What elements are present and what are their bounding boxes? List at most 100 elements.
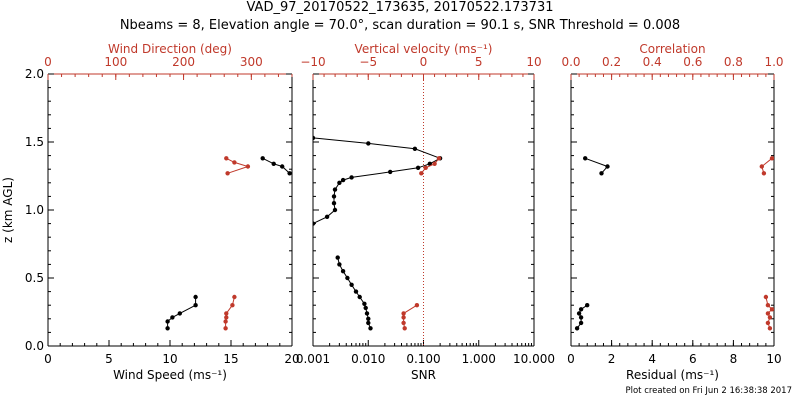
- series-top-point: [224, 311, 229, 316]
- series-bottom-point: [578, 320, 584, 326]
- series-bottom-point: [585, 303, 590, 308]
- top-tick-label: 5: [475, 55, 483, 69]
- series-bottom-point: [599, 171, 604, 176]
- series-bottom-line: [585, 157, 609, 174]
- data-group: [165, 156, 292, 331]
- series-bottom-point: [335, 255, 340, 260]
- top-tick-label: 0.8: [724, 55, 743, 69]
- series-bottom-point: [331, 194, 337, 199]
- series-top-point: [401, 315, 406, 320]
- series-bottom-point: [364, 311, 370, 316]
- residual-correlation-panel: 0 2 4 6 8 10 Residual (ms⁻¹) 0.0 0.2 0.4 0.6 0.8 1.0…: [561, 42, 783, 382]
- y-tick-label: 0.5: [25, 271, 44, 285]
- series-top-point: [769, 156, 774, 161]
- series-bottom-line: [337, 257, 371, 329]
- series-bottom-point: [340, 177, 346, 183]
- series-bottom-point: [366, 320, 371, 326]
- series-bottom-point: [193, 303, 198, 308]
- series-top-line: [420, 157, 440, 174]
- top-tick-label: −5: [359, 55, 377, 69]
- data-group: [313, 135, 443, 331]
- series-top-point: [402, 326, 407, 331]
- series-top-line: [226, 157, 250, 174]
- x-axis-label: Wind Speed (ms⁻¹): [113, 368, 227, 382]
- series-top-point: [765, 311, 771, 316]
- series-top-point: [761, 171, 767, 176]
- top-tick-label: 1.0: [764, 55, 783, 69]
- x-tick-label: 0.010: [351, 352, 385, 366]
- series-bottom-point: [340, 269, 346, 274]
- data-group: [574, 156, 774, 331]
- series-top-point: [230, 303, 235, 308]
- series-bottom-point: [578, 307, 584, 312]
- top-tick-label: 0: [420, 55, 428, 69]
- x-tick-label: 4: [648, 352, 656, 366]
- top-tick-label: 0.0: [561, 55, 580, 69]
- series-bottom-point: [415, 165, 421, 170]
- series-top-point: [224, 315, 229, 320]
- series-top-point: [759, 164, 764, 169]
- series-top-point: [414, 303, 420, 308]
- x-tick-label: 5: [105, 352, 113, 366]
- series-bottom-point: [170, 315, 175, 320]
- series-top-point: [767, 315, 773, 320]
- series-bottom-point: [331, 201, 337, 206]
- x-tick-label: 10: [766, 352, 781, 366]
- series-top-point: [767, 326, 773, 331]
- series-bottom-point: [287, 171, 292, 176]
- series-bottom-point: [349, 282, 354, 287]
- series-bottom-point: [366, 316, 371, 321]
- top-tick-label: 200: [172, 55, 195, 69]
- series-bottom-point: [337, 180, 342, 185]
- x-axis-label: Residual (ms⁻¹): [626, 368, 719, 382]
- series-top-point: [232, 294, 237, 300]
- series-bottom-point: [313, 135, 316, 141]
- series-top-point: [232, 160, 237, 165]
- top-tick-label: 100: [104, 55, 127, 69]
- x-tick-label: 0.100: [406, 352, 440, 366]
- series-bottom-point: [165, 319, 170, 324]
- y-axis-label: z (km AGL): [1, 177, 15, 243]
- series-top-point: [765, 303, 771, 308]
- top-tick-label: 300: [240, 55, 263, 69]
- chart-subtitle: Nbeams = 8, Elevation angle = 70.0°, sca…: [119, 18, 681, 33]
- x-tick-label: 0: [44, 352, 52, 366]
- series-bottom-point: [583, 156, 588, 161]
- series-bottom-point: [193, 294, 198, 300]
- x-tick-label: 1.000: [462, 352, 496, 366]
- series-bottom-point: [260, 156, 265, 161]
- series-bottom-point: [427, 161, 432, 166]
- top-tick-label: 10: [526, 55, 541, 69]
- series-bottom-point: [349, 175, 354, 180]
- series-bottom-point: [357, 294, 362, 300]
- series-bottom-point: [574, 326, 580, 331]
- series-top-point: [245, 164, 251, 169]
- series-bottom-point: [362, 301, 367, 306]
- series-bottom-line: [262, 157, 290, 174]
- series-bottom-point: [313, 221, 316, 226]
- plot-credit: Plot created on Fri Jun 2 16:38:38 2017: [625, 386, 792, 396]
- series-bottom-point: [368, 326, 373, 331]
- series-top-point: [419, 171, 424, 176]
- top-axis-label: Correlation: [639, 42, 705, 56]
- series-top-point: [769, 307, 774, 312]
- series-bottom-point: [177, 311, 182, 316]
- series-bottom-point: [332, 187, 338, 192]
- series-bottom-point: [332, 207, 338, 213]
- series-bottom-point: [363, 305, 368, 311]
- top-axis-label: Wind Direction (deg): [108, 42, 232, 56]
- series-top-point: [224, 156, 229, 161]
- x-tick-label: 10: [162, 352, 177, 366]
- series-bottom-point: [324, 214, 330, 219]
- series-top-point: [401, 311, 406, 316]
- series-top-point: [432, 161, 437, 166]
- series-bottom-point: [271, 161, 276, 166]
- x-tick-label: 10.000: [513, 352, 555, 366]
- series-bottom-line: [313, 137, 442, 225]
- y-tick-label: 1.0: [25, 203, 44, 217]
- top-tick-label: 0.6: [683, 55, 702, 69]
- x-tick-label: 15: [223, 352, 238, 366]
- x-axis-label: SNR: [411, 368, 436, 382]
- top-tick-label: 0: [44, 55, 52, 69]
